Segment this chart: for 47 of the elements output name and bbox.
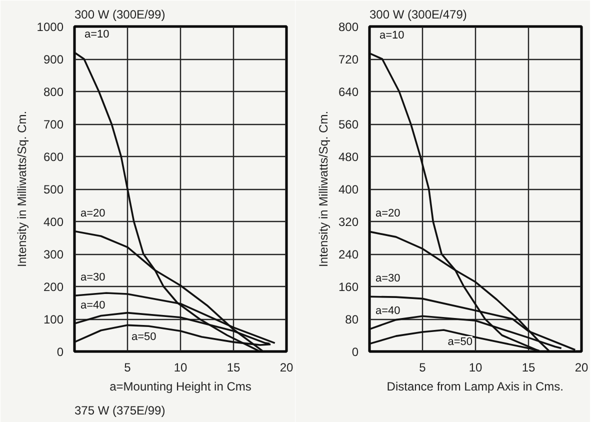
y-tick-label: 320: [338, 215, 359, 229]
y-tick-label: 800: [43, 85, 64, 99]
x-tick-label: 15: [226, 360, 240, 374]
y-tick-label: 240: [338, 248, 359, 262]
x-tick-label: 10: [468, 360, 482, 374]
series-label: a=30: [376, 272, 400, 285]
series-label: a=50: [132, 331, 156, 344]
x-tick-label: 15: [522, 360, 536, 374]
series-label: a=40: [80, 300, 106, 312]
x-tick-label: 10: [174, 360, 188, 374]
y-tick-label: 480: [338, 150, 359, 164]
y-tick-label: 640: [338, 85, 359, 99]
x-tick-label: 5: [419, 360, 426, 374]
y-tick-label: 400: [338, 182, 359, 196]
y-tick-label: 100: [43, 312, 64, 326]
y-axis-title: Intensity in Milliwatts/Sq. Cm.: [316, 110, 330, 268]
y-tick-label: 200: [43, 280, 64, 294]
series-label: a=30: [80, 272, 106, 284]
x-tick-label: 20: [574, 360, 588, 374]
chart-title: 300 W (300E/99): [74, 8, 166, 22]
y-tick-label: 0: [352, 345, 359, 359]
y-tick-label: 0: [56, 345, 64, 359]
y-tick-label: 300: [43, 248, 64, 262]
chart-title: 300 W (300E/479): [370, 8, 467, 22]
y-tick-label: 80: [345, 312, 359, 326]
x-axis-title: Distance from Lamp Axis in Cms.: [386, 380, 564, 394]
series-label: a=20: [80, 207, 106, 220]
y-tick-label: 600: [43, 150, 64, 164]
y-tick-label: 500: [43, 182, 64, 196]
y-tick-label: 900: [43, 52, 64, 66]
series-label: a=40: [376, 305, 400, 318]
y-tick-label: 720: [338, 52, 359, 66]
y-tick-label: 560: [338, 118, 359, 132]
x-tick-label: 20: [280, 360, 294, 374]
y-tick-label: 1000: [36, 20, 64, 34]
series-label: a=10: [380, 29, 404, 42]
x-axis-title: a=Mounting Height in Cms: [110, 380, 252, 394]
series-label: a=50: [448, 336, 472, 348]
x-tick-label: 5: [124, 360, 132, 374]
y-tick-label: 400: [43, 215, 64, 229]
y-tick-label: 700: [43, 118, 64, 132]
series-label: a=10: [84, 28, 110, 40]
text: 375 W (375E/99): [74, 404, 166, 418]
y-axis-title: Intensity in Milliwatts/Sq. Cm.: [14, 110, 29, 268]
series-label: a=20: [376, 208, 400, 220]
y-tick-label: 800: [338, 20, 359, 34]
y-tick-label: 160: [338, 280, 359, 294]
